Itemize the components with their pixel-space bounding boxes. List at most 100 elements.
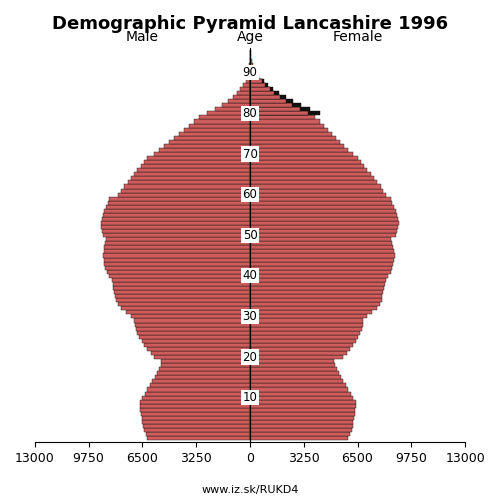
Bar	[250, 99, 286, 103]
Bar	[250, 436, 348, 440]
Bar	[148, 388, 250, 392]
Bar	[174, 136, 250, 140]
Bar	[250, 371, 338, 376]
Bar	[250, 120, 320, 124]
Bar	[247, 75, 250, 79]
Bar	[112, 282, 250, 286]
Bar	[250, 384, 346, 388]
Bar	[136, 326, 250, 330]
Bar	[215, 108, 250, 112]
Bar	[250, 156, 358, 160]
Bar	[250, 83, 265, 87]
Bar	[124, 184, 250, 188]
Bar	[250, 79, 262, 83]
Bar	[250, 91, 274, 95]
Bar	[121, 188, 250, 192]
Bar	[250, 233, 396, 237]
Bar	[102, 233, 250, 237]
Bar	[250, 200, 392, 205]
Bar	[250, 306, 376, 310]
Text: 70: 70	[242, 148, 258, 160]
Bar	[240, 87, 250, 91]
Bar	[250, 254, 395, 258]
Bar	[250, 229, 398, 233]
Text: 90: 90	[242, 66, 258, 80]
Text: 10: 10	[242, 391, 258, 404]
Bar	[250, 310, 372, 314]
Bar	[250, 355, 344, 359]
Bar	[250, 262, 393, 266]
Text: 80: 80	[242, 107, 258, 120]
Bar	[110, 274, 250, 278]
Bar	[250, 108, 310, 112]
Text: Age: Age	[236, 30, 264, 44]
Text: 40: 40	[242, 270, 258, 282]
Bar	[144, 424, 250, 428]
Bar	[118, 192, 250, 196]
Bar	[250, 326, 362, 330]
Bar	[116, 298, 250, 302]
Bar	[121, 306, 250, 310]
Bar	[250, 148, 348, 152]
Bar	[250, 416, 354, 420]
Bar	[250, 62, 253, 66]
Text: Female: Female	[332, 30, 382, 44]
Bar	[250, 376, 341, 380]
Bar	[114, 290, 250, 294]
Bar	[250, 298, 382, 302]
Bar	[250, 184, 380, 188]
Bar	[134, 172, 250, 176]
Bar	[102, 229, 250, 233]
Bar	[250, 180, 378, 184]
Bar	[184, 128, 250, 132]
Bar	[250, 87, 273, 91]
Bar	[250, 71, 256, 75]
Bar	[162, 359, 250, 363]
Bar	[250, 58, 252, 62]
Bar	[141, 412, 250, 416]
Text: 30: 30	[242, 310, 258, 323]
Bar	[179, 132, 250, 136]
Bar	[250, 95, 286, 99]
Bar	[112, 278, 250, 282]
Bar	[126, 310, 250, 314]
Bar	[250, 75, 259, 79]
Bar	[194, 120, 250, 124]
Bar	[139, 334, 250, 338]
Bar	[101, 225, 250, 229]
Bar	[250, 432, 350, 436]
Text: 50: 50	[242, 228, 258, 241]
Bar	[142, 416, 250, 420]
Bar	[250, 91, 279, 95]
Bar	[250, 66, 254, 71]
Bar	[118, 302, 250, 306]
Text: Male: Male	[126, 30, 159, 44]
Bar	[140, 404, 250, 408]
Bar	[250, 116, 316, 119]
Bar	[250, 367, 337, 371]
Bar	[232, 95, 250, 99]
Bar	[250, 164, 364, 168]
Bar	[250, 428, 352, 432]
Bar	[250, 99, 286, 103]
Bar	[250, 112, 320, 116]
Bar	[104, 209, 250, 213]
Bar	[250, 424, 352, 428]
Bar	[102, 213, 250, 217]
Bar	[152, 380, 250, 384]
Bar	[250, 160, 361, 164]
Bar	[237, 91, 250, 95]
Bar	[250, 87, 270, 91]
Bar	[134, 318, 250, 322]
Bar	[250, 274, 388, 278]
Bar	[146, 432, 250, 436]
Bar	[114, 286, 250, 290]
Bar	[250, 213, 398, 217]
Bar	[105, 242, 250, 246]
Bar	[250, 347, 350, 351]
Bar	[250, 420, 354, 424]
Bar	[250, 351, 347, 355]
Bar	[250, 104, 292, 108]
Bar	[250, 246, 393, 250]
Bar	[142, 420, 250, 424]
